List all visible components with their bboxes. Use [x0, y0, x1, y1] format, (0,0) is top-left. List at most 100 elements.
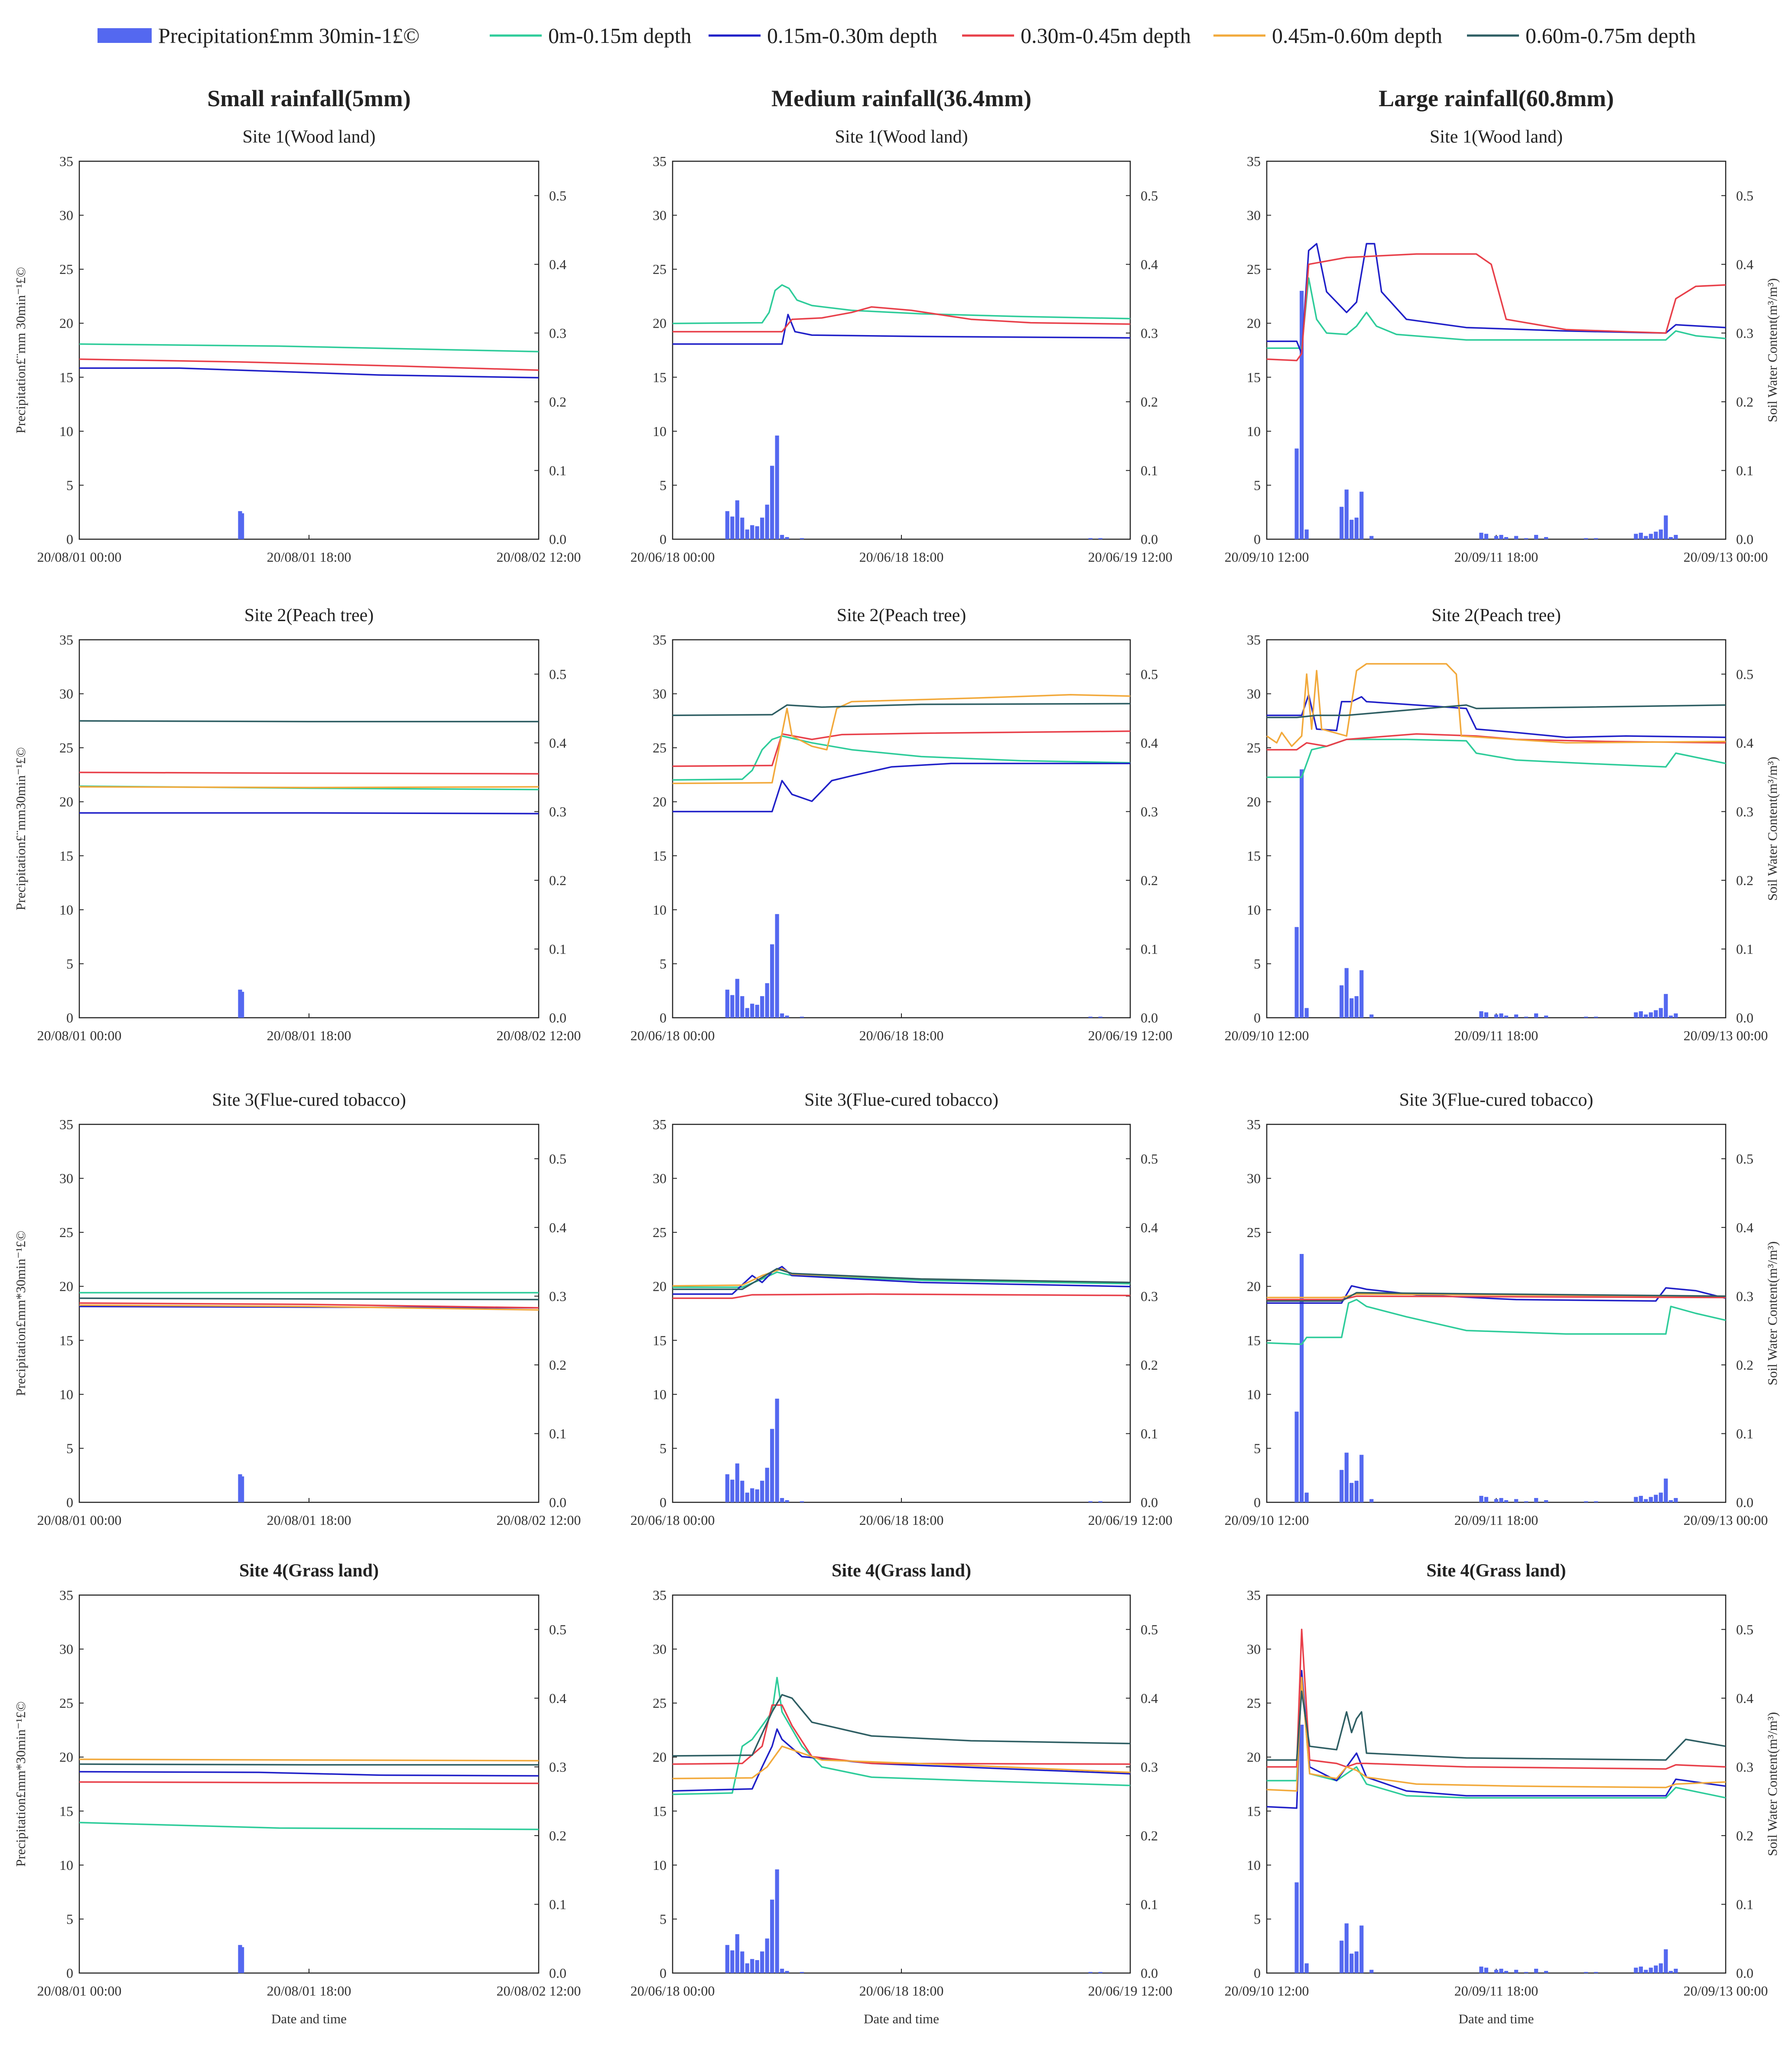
- panel-r1-c2: Site 2(Peach tree) 0 5 10 15 20 25 30 35 0.0 0.1 0.…: [1225, 606, 1780, 1043]
- y-tick-label: 30: [59, 1171, 73, 1186]
- series-line-0: [672, 735, 1131, 781]
- precip-bar-27: [1668, 1500, 1673, 1502]
- y-tick-label: 5: [66, 1911, 73, 1927]
- precip-bar-8: [765, 983, 769, 1018]
- series-line-3: [672, 1745, 1131, 1780]
- precip-bar-17: [1544, 1016, 1548, 1018]
- precip-bar-2: [1304, 529, 1309, 539]
- y2-tick-label: 0.3: [1736, 1288, 1753, 1304]
- precip-bar-21: [1639, 533, 1643, 539]
- precip-bar-3: [1340, 507, 1344, 539]
- precip-bar-11: [1494, 1499, 1499, 1502]
- precip-bar-15: [1098, 1501, 1103, 1502]
- precip-bar-25: [1659, 1008, 1663, 1018]
- precip-bar-13: [800, 1501, 804, 1502]
- precip-bar-5: [750, 525, 755, 539]
- x-tick-label: 20/09/11 18:00: [1454, 549, 1538, 565]
- precip-bar-9: [770, 944, 774, 1018]
- y2-tick-label: 0.1: [1141, 1426, 1158, 1441]
- precip-bar-18: [1584, 1501, 1588, 1502]
- precip-bar-13: [1504, 1016, 1509, 1018]
- x-tick-label: 20/08/01 00:00: [37, 1512, 122, 1528]
- precip-bar-5: [750, 1959, 755, 1973]
- x-tick-label: 20/09/11 18:00: [1454, 1028, 1538, 1043]
- precip-bar-28: [1674, 535, 1678, 539]
- y2-tick-label: 0.5: [1141, 666, 1158, 682]
- legend-label-4: 0.45m-0.60m depth: [1272, 23, 1442, 48]
- precip-bar-8: [765, 1938, 769, 1973]
- y2-tick-label: 0.2: [1736, 1828, 1753, 1843]
- y-tick-label: 10: [1247, 423, 1261, 439]
- series-line-2: [1267, 1295, 1726, 1301]
- y-tick-label: 10: [653, 423, 667, 439]
- precip-bar-11: [1494, 1014, 1499, 1018]
- y2-tick-label: 0.0: [1141, 1010, 1158, 1026]
- y-tick-label: 0: [660, 1965, 667, 1981]
- precip-bar-28: [1674, 1498, 1678, 1502]
- y-tick-label: 10: [653, 902, 667, 918]
- precip-bar-15: [1098, 538, 1103, 539]
- y-tick-label: 35: [59, 153, 73, 169]
- precip-bar-7: [1359, 1455, 1364, 1502]
- precip-bar-7: [760, 518, 764, 539]
- precip-bar-2: [735, 1463, 739, 1502]
- panel-title: Site 4(Grass land): [1426, 1561, 1566, 1581]
- y2-tick-label: 0.1: [1736, 941, 1753, 957]
- precip-bar-4: [1344, 1452, 1349, 1502]
- precip-bar-13: [1504, 1500, 1509, 1502]
- panel-r1-c1: Site 2(Peach tree) 0 5 10 15 20 25 30 35 0.0 0.1 0.…: [631, 606, 1173, 1043]
- precip-bar-23: [1649, 1967, 1653, 1973]
- y2-tick-label: 0.1: [549, 941, 566, 957]
- y2-tick-label: 0.5: [1736, 1151, 1753, 1166]
- panel-r0-c2: Site 1(Wood land) 0 5 10 15 20 25 30 35 0.0 0.1 0.2…: [1225, 127, 1780, 565]
- precip-bar-14: [1514, 1014, 1519, 1018]
- series-line-0: [673, 1271, 1131, 1288]
- x-tick-label: 20/06/18 18:00: [859, 1512, 944, 1528]
- precip-bar-12: [1499, 535, 1503, 539]
- y-axis-label: Precipitation£¨mm 30min⁻¹£©: [13, 267, 28, 433]
- precip-bar-4: [745, 1492, 749, 1502]
- precip-bar-3: [740, 518, 745, 539]
- precip-bar-5: [1350, 520, 1354, 539]
- y2-tick-label: 0.5: [549, 666, 566, 682]
- y-tick-label: 15: [653, 848, 667, 863]
- precip-bar-2: [735, 500, 739, 539]
- x-tick-label: 20/06/19 12:00: [1088, 1983, 1173, 1999]
- y2-tick-label: 0.4: [1141, 1220, 1158, 1235]
- y2-tick-label: 0.5: [1141, 188, 1158, 203]
- y-tick-label: 25: [653, 740, 667, 755]
- y-tick-label: 20: [1247, 1749, 1261, 1765]
- precip-bar-1: [1299, 290, 1304, 539]
- legend-label-2: 0.15m-0.30m depth: [767, 23, 937, 48]
- y-tick-label: 5: [66, 1440, 73, 1456]
- precip-bar-2: [1304, 1492, 1309, 1502]
- panel-title: Site 3(Flue-cured tobacco): [1399, 1090, 1594, 1110]
- precip-bar-15: [1524, 538, 1529, 539]
- panel-r0-c0: Site 1(Wood land) 0 5 10 15 20 25 30 35 0.0 0.1 0.2…: [13, 127, 581, 565]
- x-tick-label: 20/06/19 12:00: [1088, 1028, 1173, 1043]
- y-axis-label: Precipitation£¨mm30min⁻¹£©: [13, 747, 28, 910]
- series-line-1: [79, 367, 539, 379]
- y2-tick-label: 0.3: [549, 1288, 566, 1304]
- precip-bar-10: [1484, 1967, 1489, 1973]
- precip-bar-7: [1359, 492, 1364, 539]
- y2-tick-label: 0.5: [1736, 188, 1753, 203]
- y2-tick-label: 0.3: [549, 325, 566, 341]
- precip-bar-14: [1088, 1501, 1093, 1502]
- precip-bar-6: [755, 1005, 759, 1018]
- precip-bar-16: [1534, 1013, 1538, 1018]
- y-tick-label: 25: [59, 740, 73, 755]
- y-tick-label: 25: [59, 1224, 73, 1240]
- x-axis-label: Date and time: [271, 2011, 347, 2026]
- y-tick-label: 20: [1247, 1279, 1261, 1294]
- y-tick-label: 5: [66, 956, 73, 971]
- precip-bar-17: [1544, 1500, 1548, 1502]
- precip-bar-1: [240, 1476, 244, 1502]
- precip-bar-15: [1524, 1501, 1529, 1502]
- precip-bar-22: [1644, 1014, 1648, 1018]
- y-tick-label: 0: [1254, 531, 1261, 547]
- y-tick-label: 20: [1247, 794, 1261, 810]
- precip-bar-3: [1340, 1470, 1344, 1502]
- precip-bar-1: [240, 513, 244, 539]
- y2-tick-label: 0.1: [549, 1896, 566, 1912]
